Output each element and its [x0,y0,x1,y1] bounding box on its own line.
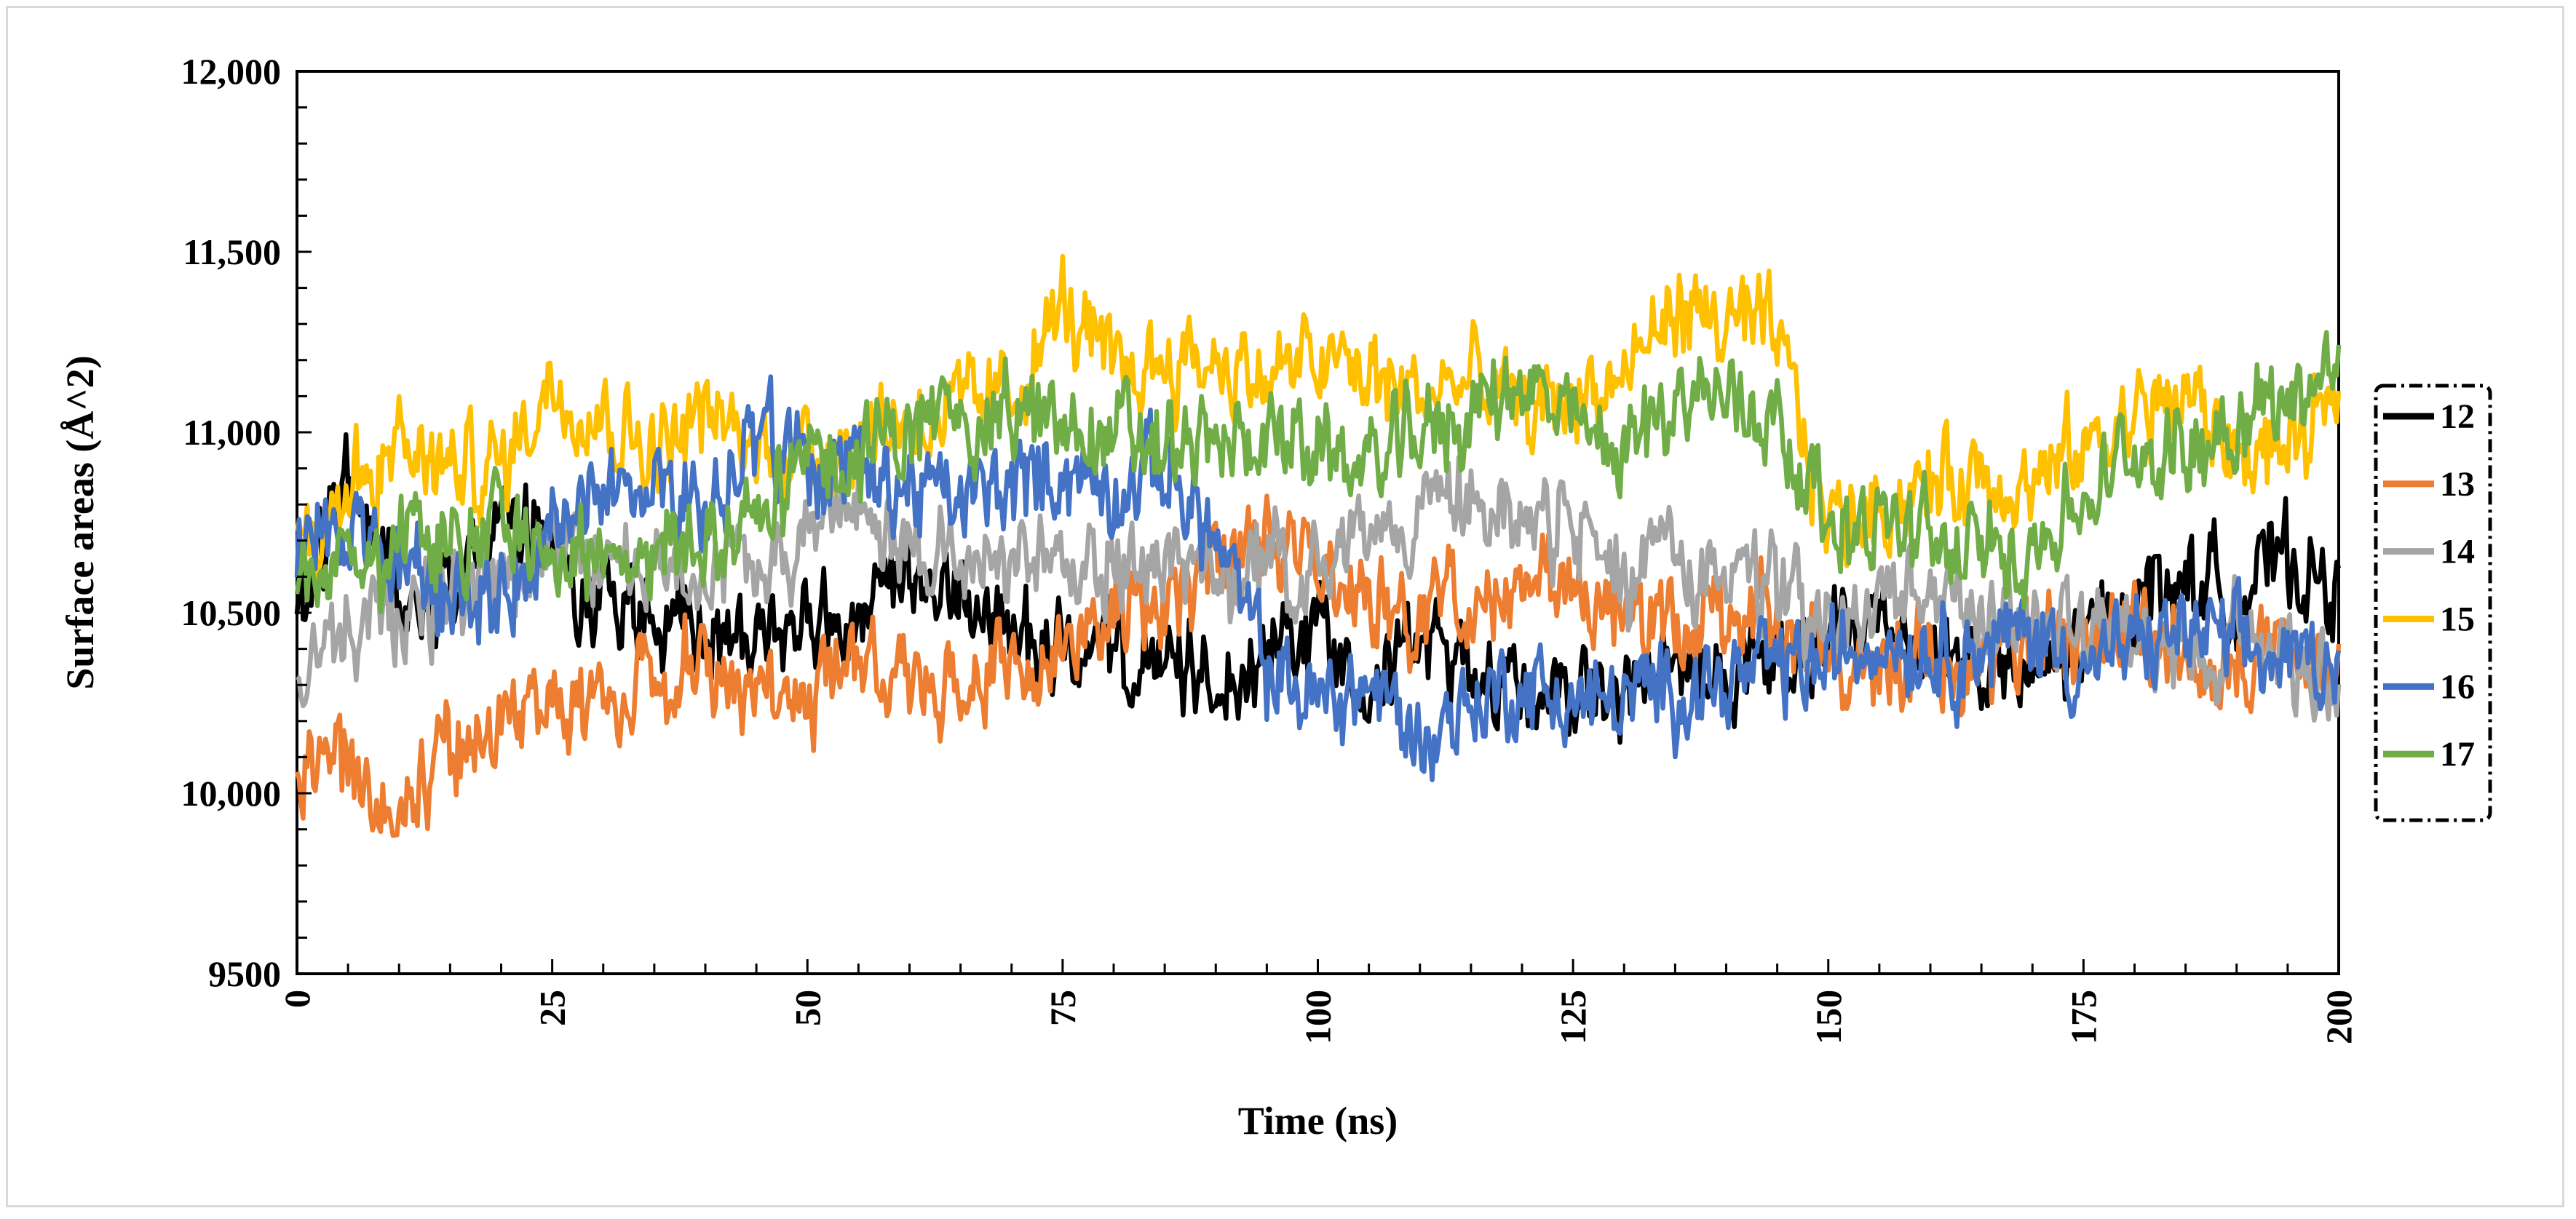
y-tick-label: 9500 [208,953,281,994]
y-tick-label: 11,500 [183,231,281,272]
x-tick-label: 75 [1042,990,1083,1026]
y-axis: 9500 10,000 10,500 11,000 11,500 12,000 [181,51,312,994]
y-tick-label: 12,000 [181,51,282,92]
legend-label-12: 12 [2440,397,2475,436]
y-tick-label: 11,000 [183,412,281,453]
y-axis-title: Surface areas (Å^2) [58,355,102,689]
series-line-16 [294,374,2342,782]
x-tick-label: 125 [1553,990,1593,1044]
plot-area [294,70,2342,975]
x-tick-label: 50 [787,990,828,1026]
x-tick-label: 175 [2063,990,2104,1044]
y-tick-label: 10,000 [181,773,282,814]
x-tick-label: 25 [532,990,573,1026]
x-tick-label: 150 [1808,990,1849,1044]
series-line-17 [294,330,2342,615]
legend-box [2374,384,2492,822]
legend-label-13: 13 [2440,465,2475,504]
series-line-15 [294,253,2342,581]
legend-label-17: 17 [2440,735,2475,774]
legend-label-14: 14 [2440,533,2475,571]
legend: 12 13 14 15 16 17 [2374,384,2492,822]
x-axis: 0 25 50 75 100 125 150 175 200 [277,959,2359,1044]
x-axis-title: Time (ns) [1238,1099,1398,1143]
x-tick-label: 0 [277,990,317,1008]
series-layer [294,253,2342,838]
y-tick-label: 10,500 [181,592,282,633]
x-tick-label: 100 [1298,990,1339,1044]
legend-label-15: 15 [2440,600,2475,639]
plot-border [296,70,2340,975]
legend-label-16: 16 [2440,667,2475,706]
x-tick-label: 200 [2318,990,2359,1044]
